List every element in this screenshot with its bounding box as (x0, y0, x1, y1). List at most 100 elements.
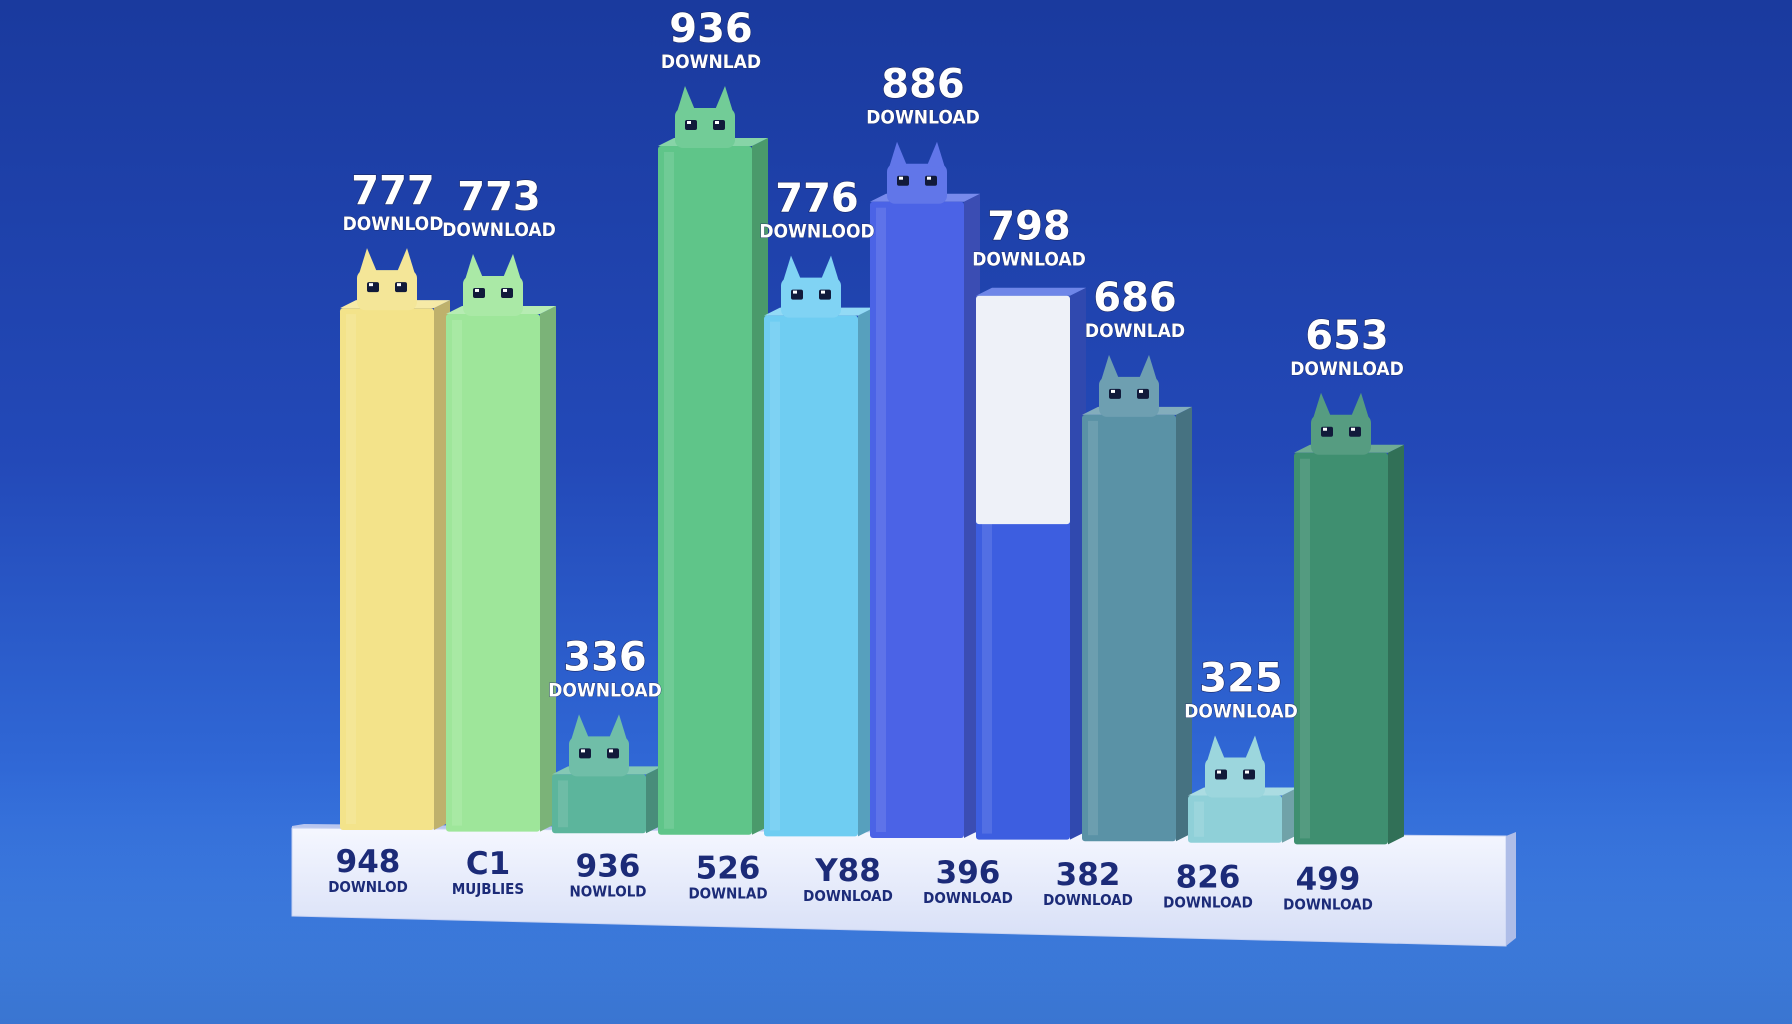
base-value-label: 382 (1056, 857, 1121, 893)
bar-group (1294, 392, 1404, 845)
value-label: 777 (351, 168, 435, 214)
mascot-head (781, 277, 841, 318)
value-label: 776 (775, 176, 859, 222)
bar-group (552, 714, 662, 834)
value-caption: DOWNLOD (343, 213, 444, 235)
bar-group (976, 287, 1086, 840)
mascot-ear-right (1351, 392, 1369, 419)
bar-top (976, 287, 1086, 296)
bar[interactable] (446, 313, 540, 832)
base-value-label: 499 (1296, 862, 1361, 898)
mascot-tentacle-beast (1205, 735, 1265, 798)
mascot-head (1205, 757, 1265, 798)
mascot-spiky-lizard (463, 253, 523, 316)
mascot-eye-shine-left (581, 749, 585, 753)
bar-highlight (1194, 801, 1204, 837)
value-label: 798 (987, 204, 1071, 250)
mascot-robot-dog (1311, 392, 1371, 455)
bar-side (540, 305, 556, 832)
mascot-head (569, 736, 629, 777)
mascot-ear-left (889, 141, 907, 168)
base-caption-label: DOWNLOAD (1043, 891, 1133, 909)
bar-highlight (664, 152, 674, 829)
mascot-ear-right (397, 248, 415, 275)
base-platform-side (1506, 832, 1516, 946)
mascot-head (675, 108, 735, 148)
value-label: 886 (881, 62, 965, 108)
bar[interactable] (1188, 795, 1282, 843)
bar-highlight (1088, 420, 1098, 836)
bar[interactable] (870, 201, 964, 838)
base-value-label: 826 (1176, 859, 1241, 895)
mascot-head (357, 270, 417, 311)
mascot-ear-right (821, 255, 839, 282)
mascot-fox (1099, 354, 1159, 417)
mascot-eye-shine-left (369, 283, 373, 287)
bar[interactable] (764, 315, 858, 837)
mascot-ear-right (1245, 735, 1263, 762)
bar-side (1176, 406, 1192, 842)
bar-group (1188, 735, 1298, 843)
mascot-ear-right (715, 86, 733, 112)
bar-highlight (558, 780, 568, 828)
mascot-cat (357, 248, 417, 311)
bar[interactable] (340, 308, 434, 830)
value-caption: DOWNLOAD (548, 679, 662, 701)
bar-highlight (452, 319, 462, 826)
mascot-eye-shine-left (899, 176, 903, 180)
bar-group (340, 248, 450, 830)
value-caption: DOWNLOAD (442, 219, 556, 241)
mascot-eared-goblin (675, 86, 735, 148)
value-label: 686 (1093, 275, 1177, 321)
mascot-ear-left (359, 248, 377, 275)
bar[interactable] (1082, 414, 1176, 842)
mascot-eye-shine-right (715, 121, 719, 124)
bar-group (446, 253, 556, 832)
mascot-ear-right (503, 253, 521, 280)
mascot-eye-shine-right (503, 288, 507, 292)
bar[interactable] (1294, 452, 1388, 845)
value-label: 325 (1199, 656, 1283, 702)
mascot-ear-left (677, 86, 695, 112)
mascot-eye-shine-left (1111, 389, 1115, 393)
mascot-head (1099, 376, 1159, 417)
value-label: 653 (1305, 313, 1389, 359)
value-caption: DOWNLOOD (759, 221, 874, 243)
mascot-eye-shine-left (793, 290, 797, 294)
mascot-ear-left (1313, 392, 1331, 419)
mascot-eye-shine-left (687, 121, 691, 124)
bar-highlight (876, 207, 886, 832)
bar-group (658, 86, 768, 835)
mascot-eye-shine-right (1139, 389, 1143, 393)
value-caption: DOWNLOAD (866, 107, 980, 129)
base-value-label: 396 (936, 855, 1001, 891)
bar-group (1082, 354, 1192, 842)
base-caption-label: NOWLOLD (570, 882, 647, 900)
bar-highlight (346, 314, 356, 824)
mascot-eye-shine-right (927, 176, 931, 180)
mascot-head (887, 163, 947, 204)
mascot-eye-shine-right (1351, 427, 1355, 431)
value-label: 936 (669, 6, 753, 52)
mascot-eye-shine-right (1245, 770, 1249, 774)
value-label: 773 (457, 174, 541, 220)
base-caption-label: DOWNLAD (688, 885, 767, 903)
bar[interactable] (658, 146, 752, 835)
mascot-ear-left (1101, 354, 1119, 381)
mascot-winged-critter (569, 714, 629, 777)
base-value-label: C1 (466, 846, 510, 882)
bar-group (870, 141, 980, 838)
base-value-label: Y88 (814, 853, 881, 889)
base-value-label: 936 (576, 848, 641, 884)
bar-cap (976, 295, 1070, 525)
mascot-eye-shine-left (1217, 770, 1221, 774)
mascot-eye-shine-right (609, 749, 613, 753)
bar[interactable] (552, 774, 646, 834)
mascot-head (1311, 414, 1371, 455)
mascot-ear-right (1139, 354, 1157, 381)
base-caption-label: DOWNLOAD (803, 887, 893, 905)
bar-side (1388, 444, 1404, 845)
value-label: 336 (563, 634, 647, 680)
